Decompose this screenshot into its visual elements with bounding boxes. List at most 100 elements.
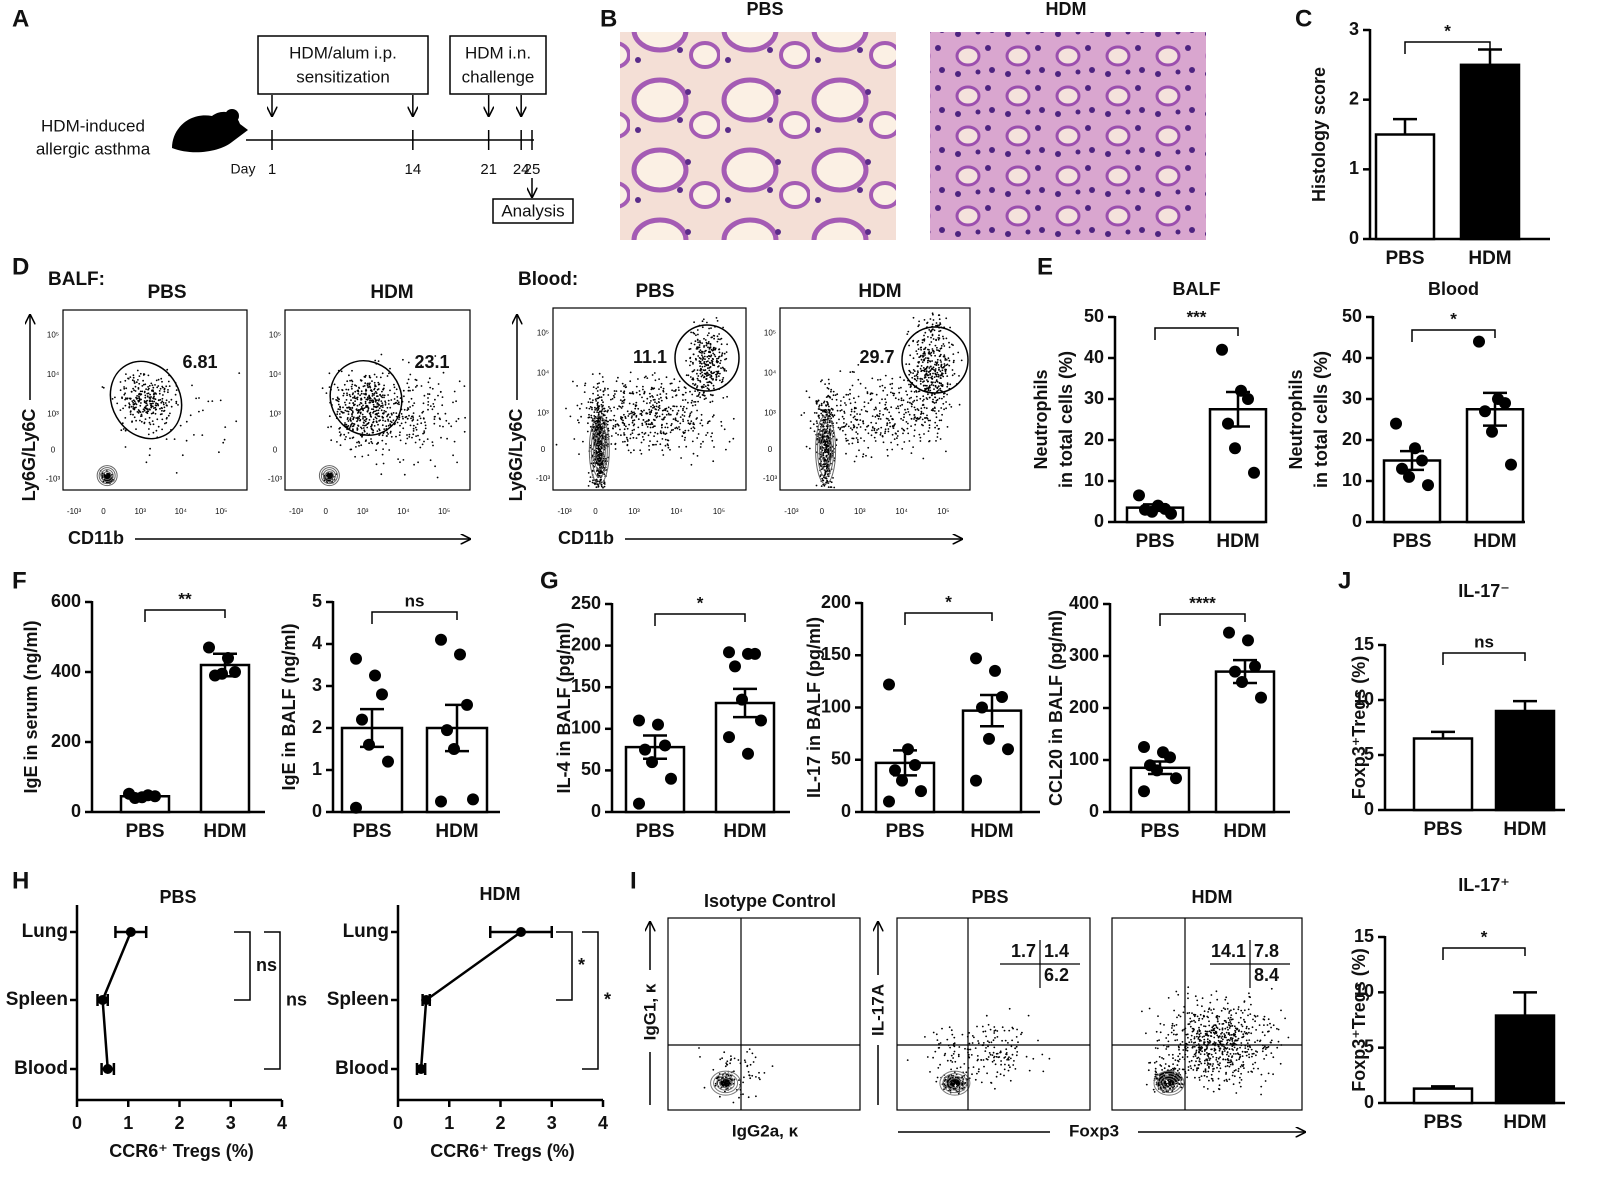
- event-dot: [597, 386, 599, 388]
- event-dot: [154, 404, 157, 406]
- event-dot: [374, 390, 377, 393]
- event-dot: [1222, 1007, 1225, 1009]
- event-dot: [682, 393, 685, 396]
- event-dot: [825, 460, 827, 462]
- event-dot: [599, 457, 601, 459]
- event-dot: [122, 407, 124, 410]
- event-dot: [719, 359, 722, 362]
- event-dot: [924, 331, 927, 334]
- event-dot: [375, 385, 377, 388]
- event-dot: [835, 422, 838, 424]
- event-dot: [592, 399, 594, 401]
- event-dot: [380, 400, 383, 402]
- event-dot: [602, 413, 605, 416]
- event-dot: [1172, 1057, 1174, 1060]
- event-dot: [934, 344, 937, 347]
- event-dot: [1186, 1049, 1189, 1052]
- event-dot: [163, 406, 166, 409]
- event-dot: [913, 435, 916, 437]
- event-dot: [1015, 1054, 1018, 1057]
- event-dot: [1007, 1057, 1009, 1060]
- event-dot: [658, 388, 660, 390]
- event-dot: [620, 390, 622, 392]
- event-dot: [135, 396, 138, 399]
- event-dot: [1209, 1057, 1212, 1060]
- event-dot: [929, 372, 932, 375]
- event-dot: [912, 446, 914, 448]
- event-dot: [1014, 1047, 1016, 1050]
- event-dot: [154, 384, 156, 386]
- event-dot: [1199, 1053, 1202, 1055]
- event-dot: [827, 463, 829, 466]
- event-dot: [886, 422, 889, 425]
- event-dot: [949, 1077, 952, 1080]
- event-dot: [658, 407, 661, 410]
- event-dot: [696, 417, 698, 419]
- step-box: [449, 35, 547, 95]
- event-dot: [378, 383, 381, 385]
- event-dot: [902, 419, 904, 421]
- event-dot: [939, 1042, 942, 1044]
- event-dot: [918, 320, 920, 323]
- event-dot: [373, 397, 376, 399]
- event-dot: [922, 367, 925, 369]
- event-dot: [948, 403, 951, 406]
- event-dot: [596, 444, 599, 447]
- event-dot: [682, 399, 684, 401]
- event-dot: [864, 410, 867, 412]
- event-dot: [935, 1033, 938, 1036]
- event-dot: [649, 402, 651, 404]
- event-dot: [669, 431, 672, 434]
- event-dot: [632, 419, 634, 422]
- event-dot: [375, 392, 378, 395]
- event-dot: [913, 406, 916, 409]
- event-dot: [712, 378, 714, 381]
- event-dot: [718, 375, 720, 377]
- event-dot: [949, 1089, 952, 1092]
- event-dot: [641, 436, 644, 438]
- event-dot: [599, 424, 602, 427]
- event-dot: [348, 427, 351, 430]
- event-dot: [712, 1068, 715, 1071]
- event-dot: [592, 386, 595, 388]
- event-dot: [377, 412, 380, 414]
- event-dot: [853, 415, 856, 418]
- event-dot: [635, 391, 638, 394]
- event-dot: [382, 419, 384, 422]
- axis-label: Foxp3: [1069, 1121, 1119, 1140]
- event-dot: [938, 330, 940, 333]
- event-dot: [952, 1043, 955, 1045]
- event-dot: [803, 412, 806, 414]
- event-dot: [881, 384, 884, 387]
- event-dot: [689, 364, 691, 367]
- event-dot: [1185, 1042, 1188, 1045]
- event-dot: [1225, 1036, 1227, 1039]
- event-dot: [658, 378, 660, 380]
- event-dot: [660, 386, 662, 389]
- event-dot: [1013, 1060, 1015, 1062]
- contour: [320, 467, 338, 485]
- event-dot: [871, 415, 874, 417]
- event-dot: [1228, 1078, 1231, 1081]
- event-dot: [1155, 1060, 1158, 1063]
- event-dot: [1006, 1058, 1008, 1061]
- event-dot: [1007, 1064, 1010, 1067]
- event-dot: [597, 459, 600, 462]
- event-dot: [633, 449, 635, 452]
- event-dot: [463, 385, 466, 387]
- event-dot: [706, 355, 709, 358]
- event-dot: [943, 363, 946, 365]
- event-dot: [891, 377, 894, 380]
- event-dot: [428, 393, 431, 396]
- event-dot: [378, 407, 381, 410]
- event-dot: [844, 425, 847, 427]
- event-dot: [1226, 1008, 1229, 1010]
- event-dot: [1196, 1035, 1198, 1038]
- event-dot: [381, 372, 384, 375]
- event-dot: [949, 1059, 952, 1062]
- event-dot: [1240, 1064, 1243, 1066]
- event-dot: [894, 397, 897, 400]
- event-dot: [341, 389, 344, 392]
- event-dot: [707, 342, 710, 345]
- event-dot: [1190, 1034, 1193, 1037]
